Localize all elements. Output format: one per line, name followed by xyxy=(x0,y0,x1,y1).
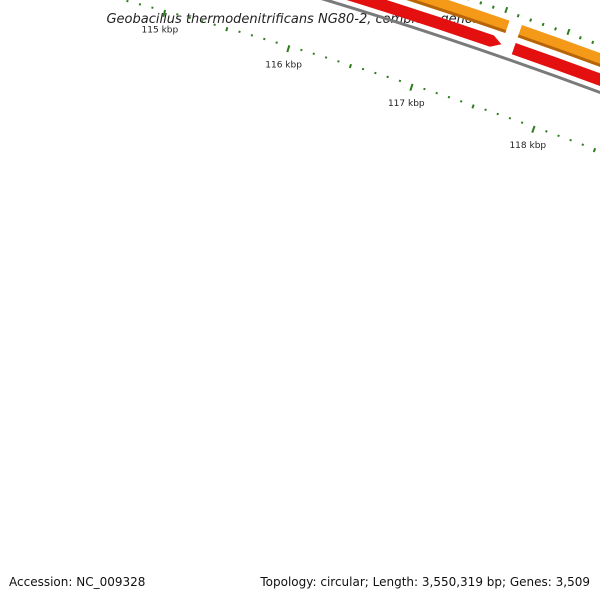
inner-tick xyxy=(423,87,426,91)
inner-tick xyxy=(324,56,328,59)
inner-tick xyxy=(275,41,278,44)
inner-tick xyxy=(508,117,512,120)
outer-tick xyxy=(529,18,533,22)
inner-tick xyxy=(162,9,167,18)
inner-tick xyxy=(592,147,597,153)
inner-tick xyxy=(200,20,204,23)
inner-tick xyxy=(581,143,585,146)
inner-tick xyxy=(151,6,154,9)
inner-tick xyxy=(213,23,216,26)
outer-tick xyxy=(516,14,520,18)
tick-label: 116 kbp xyxy=(265,61,302,71)
inner-tick xyxy=(138,3,142,6)
feature-GTNG_0099_gene xyxy=(511,42,600,87)
outer-tick xyxy=(591,40,595,45)
inner-tick xyxy=(471,104,475,109)
inner-tick xyxy=(386,75,389,79)
outer-tick-marks xyxy=(467,0,595,45)
inner-tick xyxy=(188,16,191,20)
inner-tick xyxy=(496,112,500,116)
inner-tick xyxy=(238,30,241,34)
tick-label: 118 kbp xyxy=(509,141,546,151)
inner-tick xyxy=(459,100,463,103)
inner-tick xyxy=(398,79,402,83)
inner-tick xyxy=(447,95,451,99)
inner-tick xyxy=(250,34,254,37)
inner-tick-marks xyxy=(126,0,597,153)
outer-tick xyxy=(541,22,545,27)
outer-tick xyxy=(504,6,509,14)
feature-tracks xyxy=(346,0,600,87)
tick-label: 117 kbp xyxy=(388,99,425,109)
tick-label: 115 kbp xyxy=(142,25,179,35)
inner-tick xyxy=(409,83,414,91)
inner-tick xyxy=(126,0,129,3)
outer-tick xyxy=(578,36,582,40)
inner-tick xyxy=(300,48,303,52)
inner-tick xyxy=(374,71,377,75)
outer-tick xyxy=(566,28,571,36)
feature-rpoB_gene xyxy=(346,0,502,47)
outer-tick xyxy=(479,1,483,5)
outer-tick xyxy=(491,5,495,9)
feature-shadow-GTNG_0099 xyxy=(517,34,600,67)
inner-tick xyxy=(337,60,340,63)
genome-summary-text: Topology: circular; Length: 3,550,319 bp… xyxy=(259,575,590,589)
inner-tick xyxy=(312,52,315,55)
inner-tick xyxy=(557,134,560,138)
inner-tick xyxy=(361,67,365,71)
inner-tick xyxy=(225,26,229,32)
inner-tick xyxy=(176,13,179,16)
inner-tick xyxy=(263,37,266,41)
feature-shadow-rpoB xyxy=(406,0,507,33)
inner-tick xyxy=(520,121,524,124)
inner-tick xyxy=(348,63,352,69)
inner-tick xyxy=(484,108,487,112)
accession-text: Accession: NC_009328 xyxy=(9,575,145,589)
inner-tick xyxy=(569,138,572,142)
inner-tick xyxy=(531,125,536,133)
inner-tick xyxy=(435,91,438,95)
inner-tick xyxy=(545,130,548,133)
inner-tick xyxy=(286,45,291,53)
outer-tick xyxy=(554,27,557,31)
